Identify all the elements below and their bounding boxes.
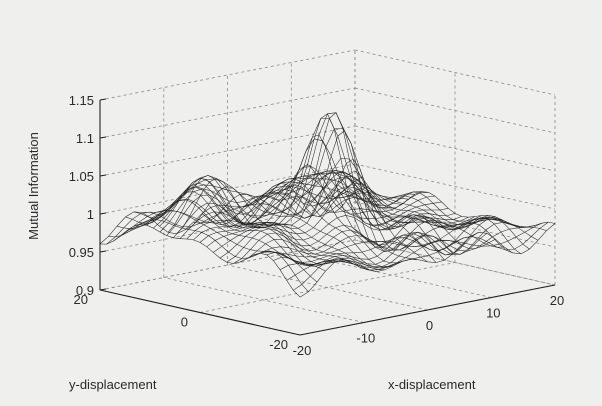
surface-mesh-line [278,172,479,256]
surface-mesh-line [329,192,530,250]
surface-mesh-line [133,191,335,266]
x-axis-label: x-displacement [388,377,476,392]
axes-box [99,98,556,336]
surface-mesh-line [210,166,411,264]
side-wall-grid-line [354,87,556,134]
surface-mesh-line [312,176,513,254]
back-wall-grid-line [99,163,356,215]
z-tick-label: 1.15 [69,93,94,108]
side-wall-grid-line [354,125,556,172]
surface-mesh-line [193,193,394,269]
surface-mesh-line [150,182,352,265]
surface-mesh-line [99,224,301,298]
floor-grid-line [227,264,428,311]
z-tick-label: 0.95 [69,245,94,260]
surface-mesh-line [159,178,360,266]
z-tick-mark [99,250,107,253]
back-wall-grid-line [99,87,356,139]
surface-mesh-line [346,175,547,231]
z-tick-label: 1 [87,207,94,222]
x-tick-label: -20 [293,343,312,358]
floor-grid-line [199,262,456,313]
surface-mesh-line [261,178,462,247]
back-wall-grid-line [99,239,356,291]
surface-mesh-line [201,195,403,267]
x-axis-line [299,284,556,336]
surface-mesh-line [176,178,377,272]
z-tick-mark [99,288,107,291]
z-axis-label: Mutual Information [26,132,41,240]
surface-mesh-line [167,175,369,271]
back-wall-grid-line [99,49,356,101]
y-tick-label: 20 [74,292,88,307]
z-tick-mark [99,174,107,177]
surface-mesh-line [295,170,496,249]
surface-mesh-line [227,113,428,263]
x-tick-label: 0 [426,318,433,333]
surface-mesh-line [244,130,445,261]
z-tick-mark [99,98,107,101]
surface-mesh [99,112,556,298]
y-axis-line [99,289,301,336]
surface-mesh-line [303,171,505,248]
x-tick-label: -10 [356,331,375,346]
y-axis-label: y-displacement [69,377,157,392]
x-tick-label: 10 [486,306,500,321]
z-tick-label: 1.05 [69,169,94,184]
surface-mesh-line [142,186,343,267]
y-tick-label: 0 [181,315,188,330]
surface-mesh-line [235,112,437,263]
y-tick-label: -20 [269,337,288,352]
axes-grid [99,49,556,336]
surface-mesh-line [125,199,326,272]
z-tick-label: 0.9 [76,283,94,298]
surface-mesh-line [116,210,318,283]
surface-mesh-line [299,223,556,298]
z-tick-label: 1.1 [76,131,94,146]
surface-mesh-line [218,134,420,261]
x-tick-label: 20 [550,293,564,308]
side-wall-grid-line [354,49,556,96]
surface-mesh-line [354,170,556,228]
side-wall-grid-line [354,239,556,286]
side-wall-grid-line [354,201,556,248]
surface-mesh-line [266,217,522,267]
floor-grid-line [163,277,364,323]
back-wall-grid-line [99,125,356,177]
surface-mesh-line [184,186,386,271]
surface-mesh-line [286,170,488,255]
tick-labels: 0.9 0.95 1 1.05 1.1 1.15 -20 0 20 -20 -10 0 10 20 [69,93,565,358]
side-wall-grid-line [354,163,556,210]
z-tick-mark [99,136,107,139]
z-tick-mark [99,212,107,215]
back-wall-grid-line [99,201,356,253]
